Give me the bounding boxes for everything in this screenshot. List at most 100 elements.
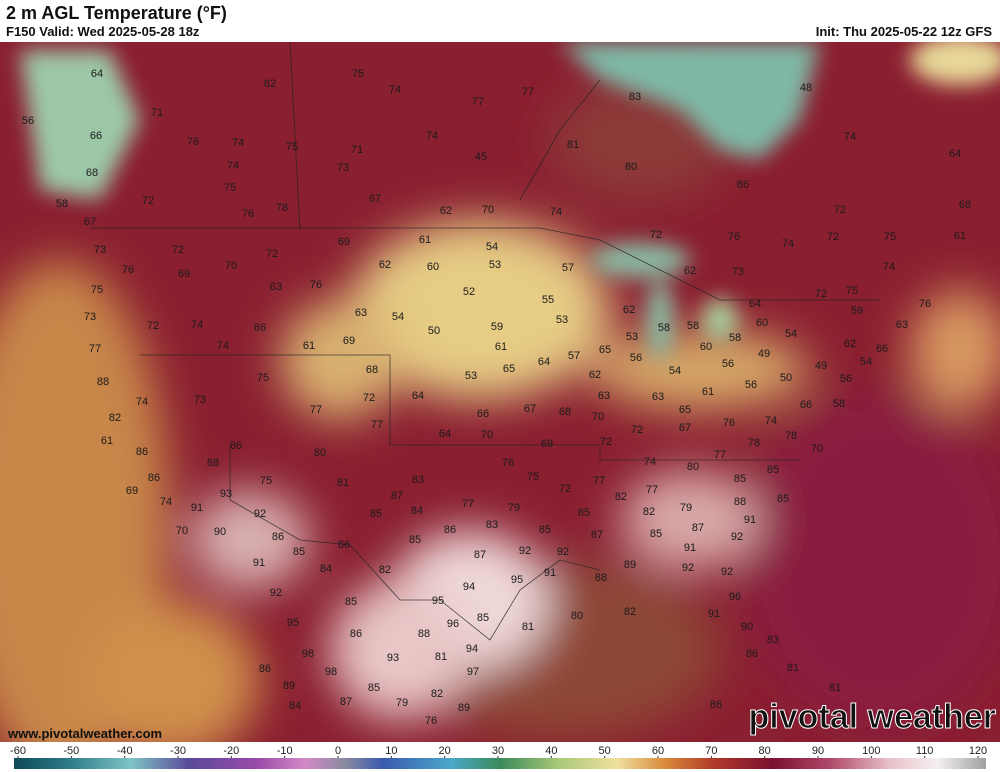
station-value: 54 xyxy=(486,241,498,253)
station-value: 52 xyxy=(463,286,475,298)
station-value: 67 xyxy=(369,193,381,205)
station-value: 70 xyxy=(225,260,237,272)
station-value: 91 xyxy=(744,514,756,526)
station-value: 85 xyxy=(293,546,305,558)
station-value: 85 xyxy=(734,473,746,485)
station-value: 82 xyxy=(431,688,443,700)
station-value: 82 xyxy=(643,506,655,518)
station-value: 81 xyxy=(522,621,534,633)
station-value: 59 xyxy=(851,305,863,317)
station-value: 74 xyxy=(227,160,239,172)
station-value: 66 xyxy=(90,130,102,142)
station-value: 58 xyxy=(729,332,741,344)
station-value: 86 xyxy=(737,179,749,191)
station-value: 87 xyxy=(391,490,403,502)
station-value: 84 xyxy=(289,700,301,712)
station-value: 89 xyxy=(458,702,470,714)
station-value: 85 xyxy=(345,596,357,608)
colorbar-tick-label: 0 xyxy=(335,745,341,757)
station-value: 57 xyxy=(568,350,580,362)
station-value: 92 xyxy=(682,562,694,574)
station-value: 63 xyxy=(652,391,664,403)
station-value: 79 xyxy=(680,502,692,514)
station-value: 75 xyxy=(91,284,103,296)
station-value: 81 xyxy=(337,477,349,489)
borders xyxy=(90,42,880,641)
station-value: 69 xyxy=(541,438,553,450)
station-value: 68 xyxy=(86,167,98,179)
station-value: 91 xyxy=(253,557,265,569)
station-value: 54 xyxy=(669,365,681,377)
colorbar-tick-label: 90 xyxy=(812,745,824,757)
station-value: 93 xyxy=(220,488,232,500)
station-value: 80 xyxy=(687,461,699,473)
station-value: 58 xyxy=(56,198,68,210)
station-value: 67 xyxy=(524,403,536,415)
station-value: 72 xyxy=(266,248,278,260)
station-value: 65 xyxy=(503,363,515,375)
station-value: 86 xyxy=(444,524,456,536)
station-value: 55 xyxy=(542,294,554,306)
station-value: 69 xyxy=(126,485,138,497)
station-value: 86 xyxy=(230,440,242,452)
station-value: 87 xyxy=(692,522,704,534)
website: www.pivotalweather.com xyxy=(7,726,162,741)
station-value: 45 xyxy=(475,151,487,163)
station-value: 85 xyxy=(578,507,590,519)
colorbar-tick-label: 30 xyxy=(492,745,504,757)
station-value: 54 xyxy=(785,328,797,340)
station-value: 74 xyxy=(844,131,856,143)
station-value: 72 xyxy=(559,483,571,495)
station-value: 76 xyxy=(187,136,199,148)
colorbar-tick-label: -30 xyxy=(170,745,186,757)
station-value: 61 xyxy=(702,386,714,398)
station-value: 94 xyxy=(463,581,475,593)
station-value: 81 xyxy=(829,682,841,694)
station-value: 88 xyxy=(207,457,219,469)
station-value: 88 xyxy=(418,628,430,640)
station-value: 65 xyxy=(599,344,611,356)
colorbar xyxy=(14,758,986,769)
station-value: 86 xyxy=(259,663,271,675)
station-value: 75 xyxy=(257,372,269,384)
station-value: 61 xyxy=(419,234,431,246)
station-value: 64 xyxy=(91,68,103,80)
station-value: 74 xyxy=(217,340,229,352)
colorbar-tick-label: 70 xyxy=(705,745,717,757)
station-value: 75 xyxy=(846,285,858,297)
station-value: 96 xyxy=(447,618,459,630)
station-value: 72 xyxy=(600,436,612,448)
station-value: 95 xyxy=(511,574,523,586)
colorbar-tick-label: -40 xyxy=(117,745,133,757)
station-value: 90 xyxy=(741,621,753,633)
station-value: 77 xyxy=(462,498,474,510)
station-value: 80 xyxy=(625,161,637,173)
station-value: 83 xyxy=(486,519,498,531)
station-value: 58 xyxy=(687,320,699,332)
station-value: 86 xyxy=(350,628,362,640)
station-value: 86 xyxy=(710,699,722,711)
station-value: 83 xyxy=(412,474,424,486)
colorbar-tick-label: 80 xyxy=(759,745,771,757)
station-value: 64 xyxy=(439,428,451,440)
colorbar-tick-label: 20 xyxy=(439,745,451,757)
station-value: 66 xyxy=(477,408,489,420)
station-value: 85 xyxy=(539,524,551,536)
station-value: 56 xyxy=(630,352,642,364)
station-value: 70 xyxy=(176,525,188,537)
station-value: 81 xyxy=(787,662,799,674)
map-title: 2 m AGL Temperature (°F) xyxy=(6,3,227,23)
colorbar-tick-label: 10 xyxy=(385,745,397,757)
station-value: 86 xyxy=(136,446,148,458)
station-value: 53 xyxy=(489,259,501,271)
station-value: 88 xyxy=(97,376,109,388)
station-value: 77 xyxy=(371,419,383,431)
station-value: 60 xyxy=(756,317,768,329)
station-value: 74 xyxy=(191,319,203,331)
colorbar-tick-label: -60 xyxy=(10,745,26,757)
station-value: 75 xyxy=(286,141,298,153)
station-value: 72 xyxy=(363,392,375,404)
station-value: 85 xyxy=(368,682,380,694)
station-value: 89 xyxy=(283,680,295,692)
